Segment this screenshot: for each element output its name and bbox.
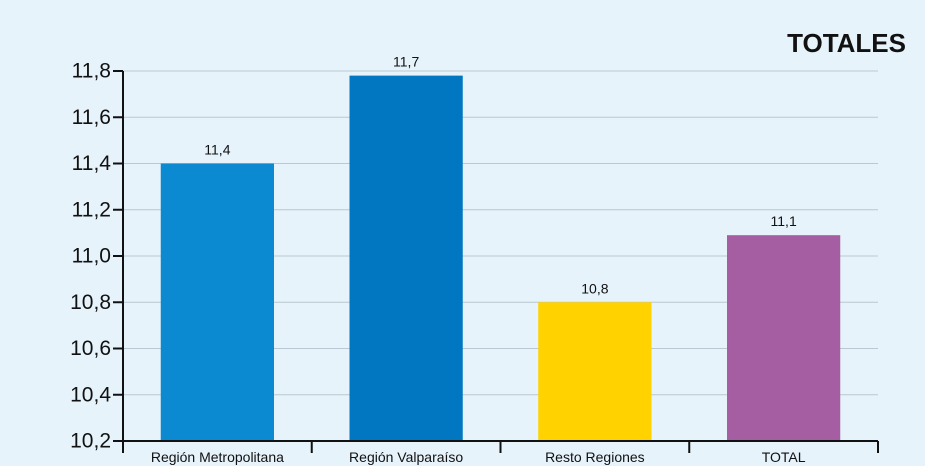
bar bbox=[727, 235, 841, 441]
y-tick-labels: 10,2 10,4 10,6 10,8 11,0 11,2 11,4 11,6 11,8 bbox=[70, 60, 111, 453]
chart-title: TOTALES bbox=[787, 28, 906, 58]
x-tick-labels: Región Metropolitana Región Valparaíso Res… bbox=[151, 449, 806, 465]
y-tick-label: 10,4 bbox=[70, 383, 111, 406]
y-tick-label: 10,8 bbox=[70, 291, 111, 314]
y-tick-label: 11,6 bbox=[72, 106, 111, 129]
y-tick-label: 11,0 bbox=[72, 245, 111, 268]
y-tick-label: 10,6 bbox=[70, 337, 111, 360]
bar bbox=[538, 302, 652, 441]
bars bbox=[160, 75, 841, 441]
bar-value-label: 11,1 bbox=[771, 213, 797, 229]
axes bbox=[113, 70, 879, 453]
bar-value-label: 11,4 bbox=[204, 142, 230, 158]
x-tick-label: TOTAL bbox=[762, 449, 806, 465]
bar-value-label: 11,7 bbox=[393, 54, 419, 70]
y-tick-label: 11,8 bbox=[72, 60, 111, 83]
x-tick-label: Región Valparaíso bbox=[349, 449, 463, 465]
y-tick-label: 11,2 bbox=[72, 198, 111, 221]
y-tick-label: 11,4 bbox=[72, 152, 112, 175]
x-tick-label: Región Metropolitana bbox=[151, 449, 284, 465]
y-tick-label: 10,2 bbox=[70, 430, 111, 453]
value-labels: 11,4 11,7 10,8 11,1 bbox=[204, 54, 797, 297]
bar bbox=[160, 163, 274, 441]
bar bbox=[349, 75, 463, 441]
bar-value-label: 10,8 bbox=[581, 280, 608, 296]
x-tick-label: Resto Regiones bbox=[545, 449, 645, 465]
